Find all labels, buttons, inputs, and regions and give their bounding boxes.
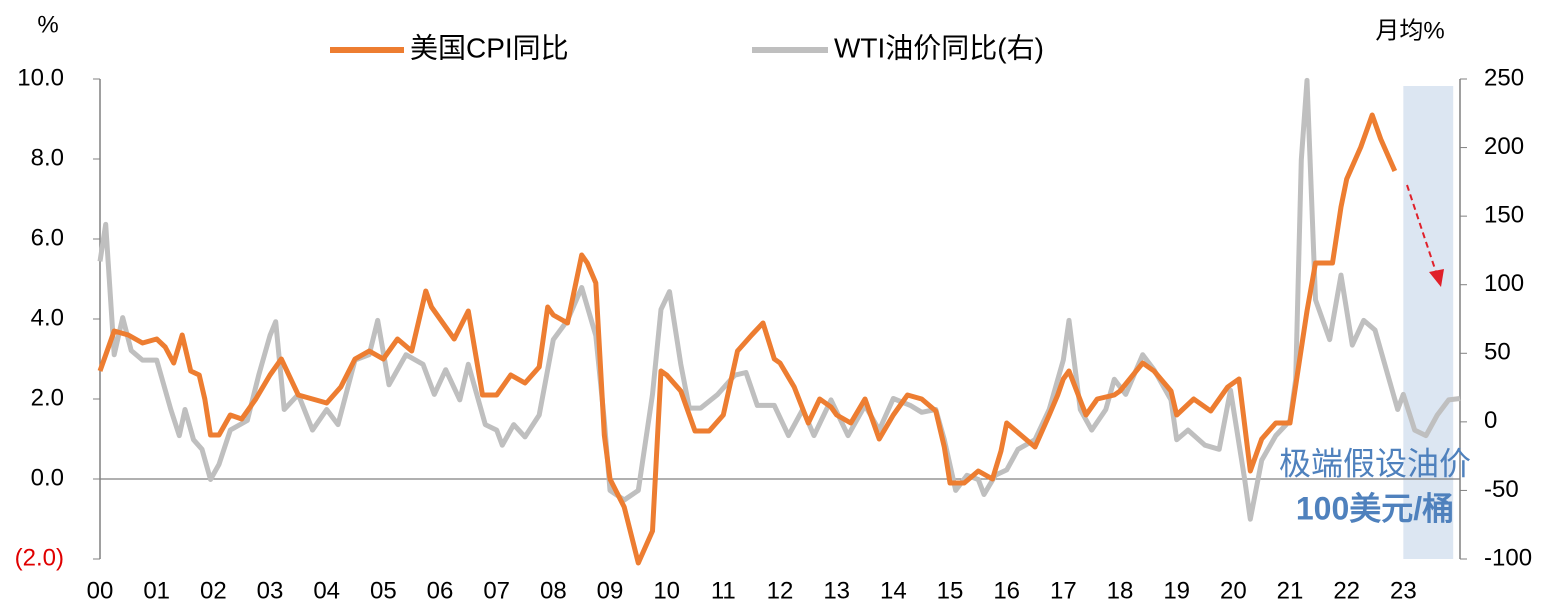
x-tick-label: 04 bbox=[313, 577, 340, 604]
x-tick-label: 17 bbox=[1050, 577, 1077, 604]
y2-tick-label: 250 bbox=[1484, 64, 1524, 91]
y-tick-label: 2.0 bbox=[31, 384, 64, 411]
y-tick-label: 10.0 bbox=[17, 64, 64, 91]
y-axis-label: % bbox=[37, 11, 58, 38]
x-tick-label: 09 bbox=[597, 577, 624, 604]
arrow-head bbox=[1429, 269, 1444, 287]
x-tick-label: 23 bbox=[1390, 577, 1417, 604]
annotation: 极端假设油价 bbox=[1279, 445, 1471, 481]
x-tick-label: 19 bbox=[1163, 577, 1190, 604]
y-tick-label: 6.0 bbox=[31, 224, 64, 251]
series-line bbox=[97, 77, 1461, 522]
y2-tick-label: 0 bbox=[1484, 407, 1497, 434]
y2-tick-label: -100 bbox=[1484, 544, 1532, 571]
arrow bbox=[1406, 184, 1438, 276]
legend-label: WTI油价同比(右) bbox=[834, 32, 1044, 63]
y2-tick-label: 150 bbox=[1484, 201, 1524, 228]
x-tick-label: 21 bbox=[1277, 577, 1304, 604]
x-tick-label: 12 bbox=[767, 577, 794, 604]
x-tick-label: 13 bbox=[823, 577, 850, 604]
y2-axis-label: 月均% bbox=[1375, 17, 1444, 44]
x-tick-label: 20 bbox=[1220, 577, 1247, 604]
x-tick-label: 11 bbox=[711, 577, 736, 604]
annotation: 100美元/桶 bbox=[1296, 490, 1454, 526]
y-tick-label: 0.0 bbox=[31, 464, 64, 491]
x-tick-label: 05 bbox=[370, 577, 397, 604]
y2-tick-label: 100 bbox=[1484, 270, 1524, 297]
x-tick-label: 15 bbox=[937, 577, 964, 604]
y-tick-label: 8.0 bbox=[31, 144, 64, 171]
y2-tick-label: 50 bbox=[1484, 339, 1511, 366]
y-tick-label: 4.0 bbox=[31, 304, 64, 331]
x-tick-label: 14 bbox=[880, 577, 907, 604]
y2-tick-label: 200 bbox=[1484, 133, 1524, 160]
y-tick-label: (2.0) bbox=[15, 544, 64, 571]
x-tick-label: 06 bbox=[427, 577, 454, 604]
x-tick-label: 00 bbox=[87, 577, 114, 604]
x-tick-label: 03 bbox=[257, 577, 284, 604]
x-tick-label: 18 bbox=[1107, 577, 1134, 604]
x-tick-label: 01 bbox=[143, 577, 170, 604]
x-tick-label: 10 bbox=[653, 577, 680, 604]
highlight-span bbox=[1403, 86, 1454, 559]
x-tick-label: 02 bbox=[200, 577, 227, 604]
series-line bbox=[97, 112, 1398, 566]
y2-tick-label: -50 bbox=[1484, 476, 1519, 503]
legend-label: 美国CPI同比 bbox=[410, 32, 569, 63]
x-tick-label: 08 bbox=[540, 577, 567, 604]
x-tick-label: 16 bbox=[993, 577, 1020, 604]
x-tick-label: 22 bbox=[1333, 577, 1360, 604]
x-tick-label: 07 bbox=[483, 577, 510, 604]
